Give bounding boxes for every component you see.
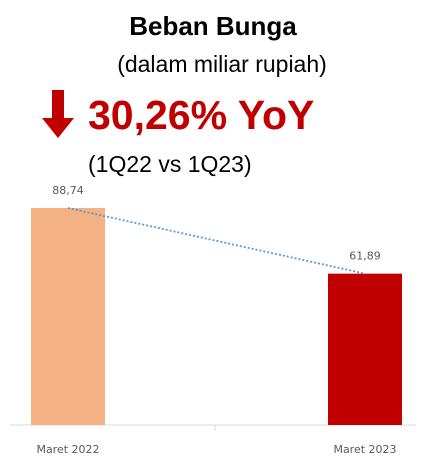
chart-title: Beban Bunga: [129, 11, 297, 41]
x-tick-label: Maret 2022: [36, 443, 99, 456]
annotation: 30,26% YoY: [88, 92, 314, 138]
value-label: 61,89: [349, 250, 381, 263]
value-label: 88,74: [52, 184, 84, 197]
trend-line: [67, 207, 366, 275]
chart-subtitle: (dalam miliar rupiah): [117, 51, 327, 77]
bar: [31, 208, 105, 425]
comparison: (1Q22 vs 1Q23): [88, 151, 252, 177]
bar: [328, 273, 402, 425]
x-tick-label: Maret 2023: [333, 443, 396, 456]
down-arrow-icon: [42, 90, 74, 138]
